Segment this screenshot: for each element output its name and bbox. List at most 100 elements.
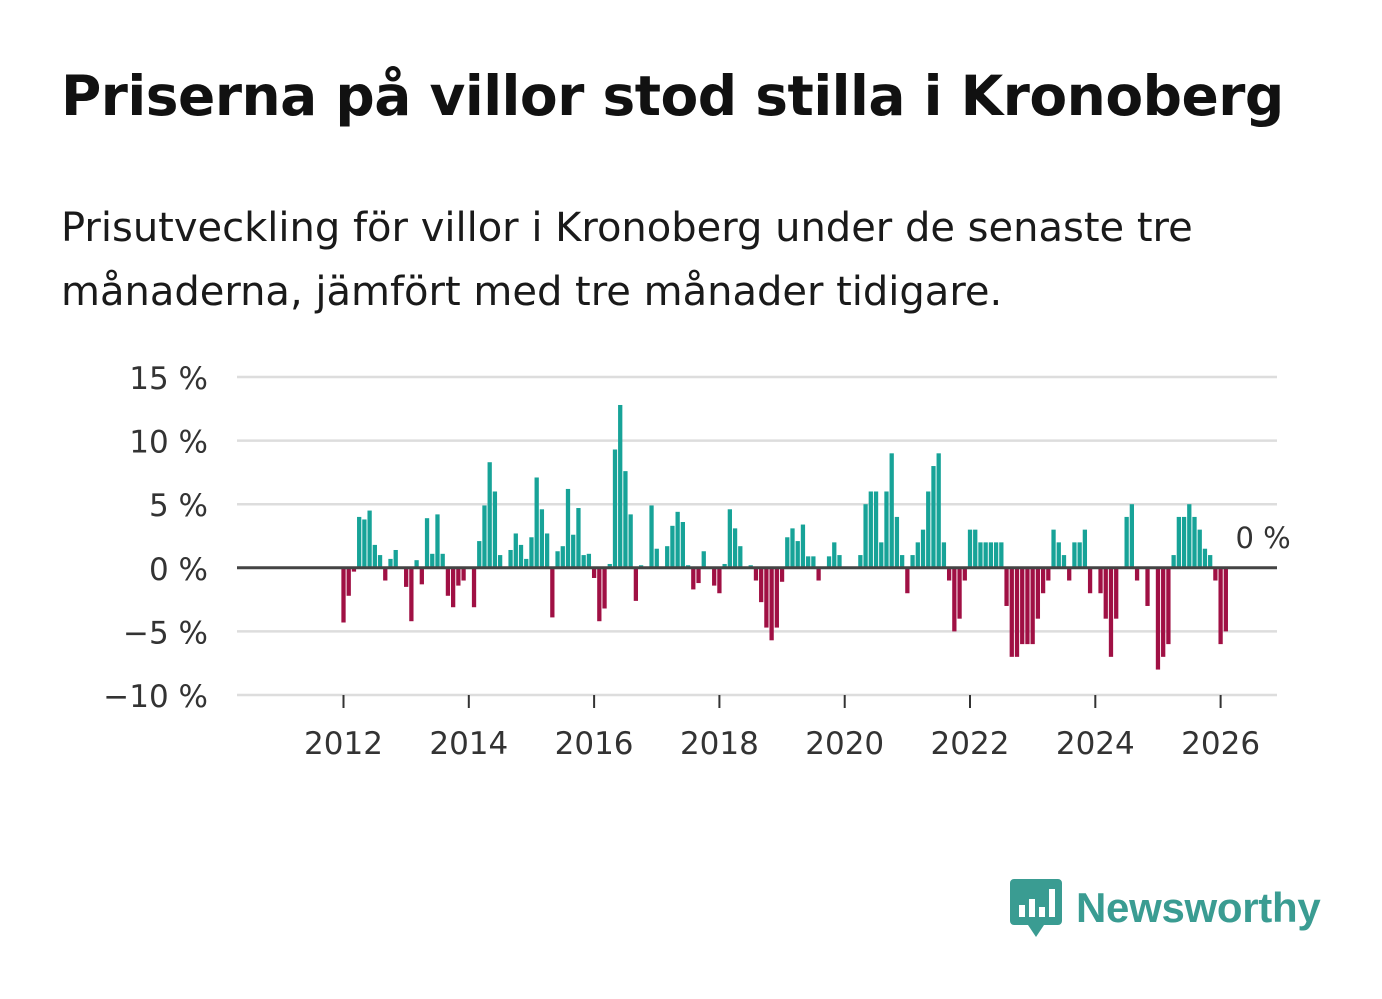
brand-name: Newsworthy bbox=[1076, 884, 1321, 931]
bar bbox=[806, 556, 811, 568]
bar bbox=[701, 551, 706, 568]
bar bbox=[800, 524, 806, 568]
y-tick-label: −10 % bbox=[103, 679, 208, 715]
bar-chart-speech-icon bbox=[1010, 879, 1062, 937]
bar bbox=[1072, 542, 1077, 568]
bar bbox=[1129, 504, 1134, 568]
bar bbox=[445, 567, 451, 596]
bar bbox=[946, 567, 952, 581]
x-tick-label: 2012 bbox=[304, 726, 383, 762]
bar bbox=[1166, 567, 1171, 645]
chart-subtitle: Prisutveckling för villor i Kronoberg un… bbox=[61, 205, 1193, 315]
bar bbox=[1035, 567, 1041, 619]
bar bbox=[665, 546, 670, 568]
bar bbox=[346, 567, 351, 596]
bar bbox=[550, 567, 555, 618]
bar bbox=[1197, 529, 1202, 568]
bar bbox=[952, 567, 957, 632]
grid-lines bbox=[237, 375, 1277, 697]
bar bbox=[785, 537, 790, 568]
bar bbox=[1202, 548, 1208, 568]
bar bbox=[957, 567, 962, 619]
bar bbox=[983, 542, 988, 568]
bar bbox=[1218, 567, 1223, 645]
bar bbox=[962, 567, 967, 581]
bar bbox=[722, 563, 727, 568]
bar bbox=[1030, 567, 1035, 645]
bar bbox=[920, 529, 926, 568]
bar bbox=[539, 509, 545, 568]
bar bbox=[1103, 567, 1108, 619]
newsworthy-logo: Newsworthy bbox=[1010, 876, 1321, 940]
bar bbox=[367, 510, 372, 568]
bar bbox=[1108, 567, 1114, 657]
bar bbox=[451, 567, 456, 608]
bar bbox=[868, 491, 873, 568]
bar bbox=[477, 541, 482, 568]
y-axis-tick-labels: 15 % 10 % 5 % 0 % −5 % −10 % bbox=[103, 361, 208, 715]
x-tick-label: 2016 bbox=[555, 726, 634, 762]
bar bbox=[341, 567, 346, 623]
bar bbox=[487, 462, 492, 568]
bar bbox=[581, 555, 586, 568]
bar bbox=[372, 544, 377, 568]
bar bbox=[518, 544, 524, 568]
bar bbox=[832, 542, 837, 568]
bar bbox=[993, 542, 999, 568]
bar bbox=[1082, 529, 1088, 568]
bar bbox=[362, 519, 367, 568]
bar bbox=[915, 542, 920, 568]
bar bbox=[811, 556, 816, 568]
bar bbox=[1145, 567, 1150, 606]
bar bbox=[1014, 567, 1020, 657]
x-tick-label: 2026 bbox=[1181, 726, 1260, 762]
x-tick-label: 2024 bbox=[1056, 726, 1135, 762]
bar bbox=[1051, 529, 1056, 568]
bar bbox=[1213, 567, 1218, 581]
bar bbox=[753, 567, 759, 581]
last-value-label: 0 % bbox=[1235, 521, 1290, 555]
bar bbox=[497, 555, 503, 568]
bar bbox=[529, 537, 534, 568]
bar bbox=[759, 567, 764, 603]
bars bbox=[341, 404, 1228, 670]
bar bbox=[597, 567, 602, 622]
bar bbox=[727, 509, 732, 568]
y-tick-label: 10 % bbox=[129, 425, 208, 461]
bar bbox=[732, 528, 738, 568]
bar bbox=[471, 567, 477, 608]
bar bbox=[1155, 567, 1161, 670]
bar bbox=[696, 567, 701, 584]
bar bbox=[978, 542, 983, 568]
bar bbox=[404, 567, 409, 587]
bar bbox=[1114, 567, 1119, 619]
bar bbox=[675, 511, 680, 568]
bar bbox=[513, 533, 518, 568]
bar bbox=[988, 542, 994, 568]
bar bbox=[1223, 567, 1228, 632]
bar bbox=[612, 449, 618, 568]
bar bbox=[424, 518, 430, 568]
bar bbox=[492, 491, 498, 568]
bar bbox=[779, 567, 785, 582]
bar bbox=[1040, 567, 1046, 594]
bar bbox=[461, 567, 466, 581]
bar bbox=[1161, 567, 1166, 657]
x-axis: 2012 2014 2016 2018 2020 2022 2024 2026 bbox=[304, 695, 1260, 762]
bar bbox=[1176, 516, 1181, 568]
bar bbox=[571, 534, 576, 568]
bar bbox=[1087, 567, 1093, 594]
bar bbox=[351, 567, 357, 572]
bar bbox=[967, 529, 973, 568]
x-tick-label: 2022 bbox=[931, 726, 1010, 762]
bar bbox=[440, 553, 445, 568]
bar bbox=[602, 567, 607, 609]
bar bbox=[576, 508, 581, 568]
bar bbox=[926, 491, 931, 568]
bar bbox=[508, 549, 513, 568]
bar bbox=[623, 471, 628, 568]
y-tick-label: 0 % bbox=[149, 552, 208, 588]
annotations: 0 % bbox=[1235, 521, 1290, 555]
bar bbox=[900, 555, 905, 568]
bar bbox=[388, 558, 393, 568]
